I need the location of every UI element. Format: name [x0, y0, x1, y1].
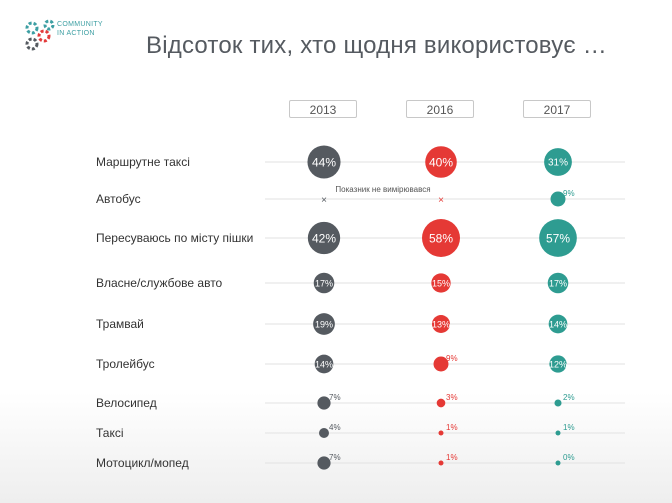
bubble-2017: [550, 191, 566, 207]
not-measured-note: Показник не вимірювався: [335, 185, 430, 194]
bubble-2016: [433, 356, 449, 372]
logo-text: COMMUNITY IN ACTION: [57, 20, 103, 38]
bubble-label-2013: 17%: [315, 279, 333, 289]
bubble-2013: [317, 396, 331, 410]
bubble-label-2017: 12%: [549, 360, 567, 370]
bubble-label-2016: 40%: [429, 156, 453, 170]
bubble-2017: [544, 148, 572, 176]
bubble-2013: [317, 456, 331, 470]
not-measured-marker: ×: [321, 195, 327, 206]
bubble-label-2016: 58%: [429, 232, 453, 246]
bubble-2013: [314, 354, 334, 374]
bubble-label-2017: 2%: [563, 393, 575, 402]
bubble-label-2017: 31%: [548, 158, 568, 169]
bubble-2017: [549, 355, 567, 373]
bubble-2013: [313, 272, 335, 294]
bubble-label-2016: 15%: [432, 279, 450, 289]
year-header-2017: 2017: [523, 100, 591, 118]
bubble-2013: [307, 221, 341, 255]
bubble-label-2016: 1%: [446, 423, 458, 432]
bubble-2013: [313, 313, 335, 335]
bubble-label-2013: 42%: [312, 232, 336, 246]
bubble-label-2017: 57%: [546, 232, 570, 246]
bubble-label-2013: 19%: [315, 320, 333, 330]
bubble-2017: [555, 460, 561, 466]
bubble-2016: [436, 398, 446, 408]
bubble-label-2016: 9%: [446, 354, 458, 363]
bubble-2017: [539, 219, 577, 257]
bubble-label-2013: 7%: [329, 393, 341, 402]
bubble-2013: [307, 145, 341, 179]
category-label-car: Власне/службове авто: [96, 276, 223, 290]
logo-line-1: COMMUNITY: [57, 21, 103, 28]
bubble-label-2013: 7%: [329, 453, 341, 462]
bubble-2017: [554, 399, 562, 407]
page-title: Відсоток тих, хто щодня використовує …: [146, 32, 607, 59]
category-label-walking: Пересуваюсь по місту пішки: [96, 231, 254, 245]
bubble-2016: [432, 315, 450, 333]
not-measured-marker: ×: [438, 195, 444, 206]
bubble-2016: [438, 430, 444, 436]
category-label-moto: Мотоцикл/мопед: [96, 456, 189, 470]
bubble-label-2017: 1%: [563, 423, 575, 432]
bubble-2016: [431, 273, 451, 293]
bubble-label-2016: 3%: [446, 393, 458, 402]
bubble-label-2017: 9%: [563, 189, 575, 198]
category-label-bicycle: Велосипед: [96, 396, 157, 410]
bubble-label-2013: 44%: [312, 156, 336, 170]
bubble-label-2017: 17%: [549, 279, 567, 289]
category-label-taxi: Таксі: [96, 426, 124, 440]
category-label-marshrutka: Маршрутне таксі: [96, 155, 190, 169]
bubble-label-2013: 14%: [315, 360, 333, 370]
category-label-tram: Трамвай: [96, 317, 144, 331]
bubble-label-2017: 0%: [563, 453, 575, 462]
bubble-2017: [547, 272, 569, 294]
bubble-label-2013: 4%: [329, 423, 341, 432]
category-label-bus: Автобус: [96, 192, 141, 206]
bubble-2013: [319, 428, 329, 438]
year-header-2013: 2013: [289, 100, 357, 118]
bubble-label-2017: 14%: [549, 320, 567, 330]
bubble-label-2016: 13%: [432, 320, 450, 330]
category-label-trolleybus: Тролейбус: [96, 357, 155, 371]
bubble-2017: [555, 430, 561, 436]
bubble-2016: [425, 146, 457, 178]
bubble-2016: [422, 219, 460, 257]
bubble-2016: [438, 460, 444, 466]
bubble-2017: [548, 314, 568, 334]
year-header-2016: 2016: [406, 100, 474, 118]
logo-line-2: IN ACTION: [57, 30, 95, 37]
bubble-label-2016: 1%: [446, 453, 458, 462]
logo-gears-icon: [25, 19, 55, 51]
